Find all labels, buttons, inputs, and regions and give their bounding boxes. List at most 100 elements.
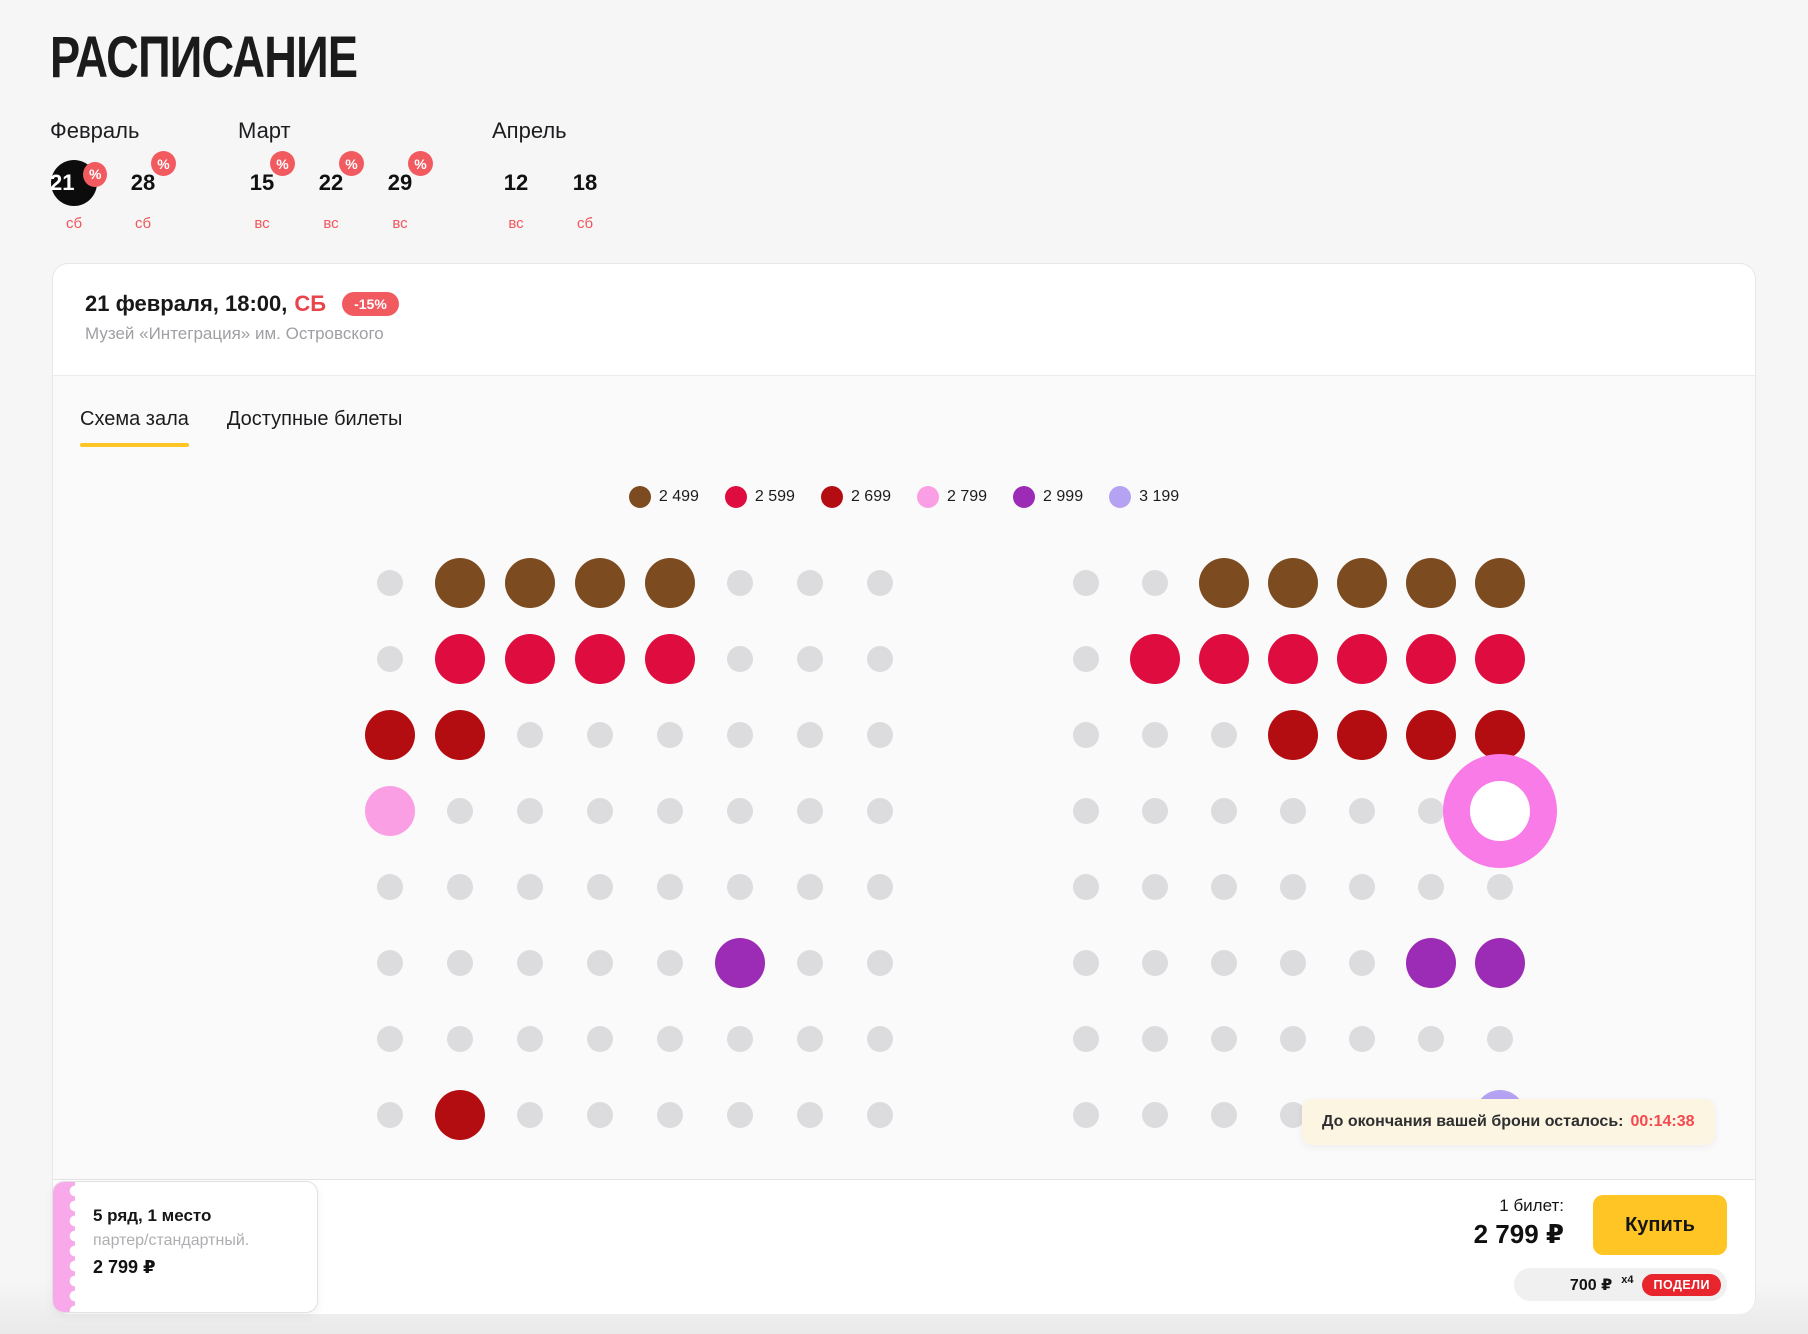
- dates-row: 15% вс 22% вс 29% вс: [238, 151, 433, 232]
- seat-available[interactable]: [365, 786, 415, 836]
- date-number: 29%: [376, 151, 433, 206]
- seat-available[interactable]: [1267, 710, 1318, 760]
- date-item-15[interactable]: 15% вс: [238, 151, 295, 232]
- countdown-label: До окончания вашей брони осталось:: [1322, 1113, 1624, 1130]
- date-item-28[interactable]: 28% сб: [119, 151, 176, 232]
- seat-available[interactable]: [1405, 710, 1456, 760]
- buy-button[interactable]: Купить: [1593, 1195, 1727, 1255]
- seat-unavailable: [727, 1026, 753, 1052]
- seat-unavailable: [867, 722, 893, 748]
- seat-available[interactable]: [435, 1090, 485, 1140]
- seat-unavailable: [587, 1026, 613, 1052]
- seat-cell: [1189, 621, 1258, 697]
- seat-cell: [1327, 925, 1396, 1001]
- seat-unavailable: [657, 798, 683, 824]
- month-label: Март: [238, 118, 291, 143]
- seat-unavailable: [517, 722, 543, 748]
- legend-color-dot: [1109, 486, 1132, 508]
- tab-0[interactable]: Схема зала: [80, 402, 189, 447]
- seat-cell: [845, 925, 915, 1001]
- seat-available[interactable]: [365, 710, 415, 760]
- seat-available[interactable]: [435, 634, 485, 684]
- tab-1[interactable]: Доступные билеты: [227, 402, 403, 447]
- seat-available[interactable]: [645, 634, 695, 684]
- seat-cell: [1396, 849, 1465, 925]
- seat-cell: [1120, 545, 1189, 621]
- seat-cell: [355, 1077, 425, 1153]
- seat-available[interactable]: [1474, 710, 1525, 760]
- page-title: РАСПИСАНИЕ: [50, 25, 358, 90]
- event-venue: Музей «Интеграция» им. Островского: [85, 324, 384, 343]
- seat-cell: [355, 621, 425, 697]
- seat-available[interactable]: [435, 710, 485, 760]
- seat-available[interactable]: [1336, 710, 1387, 760]
- seat-available[interactable]: [435, 558, 485, 608]
- seat-unavailable: [1348, 874, 1375, 900]
- seat-unavailable: [587, 950, 613, 976]
- seat-cell: [1189, 1001, 1258, 1077]
- legend-item: 2 499: [628, 486, 699, 508]
- seat-available[interactable]: [1474, 634, 1525, 684]
- date-item-22[interactable]: 22% вс: [307, 151, 364, 232]
- seat-available[interactable]: [1198, 634, 1249, 684]
- seat-available[interactable]: [645, 558, 695, 608]
- month-label: Апрель: [492, 118, 567, 143]
- seat-available[interactable]: [1267, 634, 1318, 684]
- seat-cell: [1258, 1077, 1327, 1153]
- date-item-18[interactable]: 18 сб: [561, 160, 609, 232]
- discount-percent-badge: %: [408, 151, 433, 176]
- seat-cell: [1258, 773, 1327, 849]
- seat-unavailable: [1348, 950, 1375, 976]
- seat-unavailable: [517, 950, 543, 976]
- seat-available[interactable]: [1405, 938, 1456, 988]
- seat-unavailable: [657, 874, 683, 900]
- seat-cell: [495, 621, 565, 697]
- seat-unavailable: [1141, 950, 1168, 976]
- seat-available[interactable]: [715, 938, 765, 988]
- event-datetime-line: 21 февраля, 18:00, СБ -15%: [85, 291, 1723, 317]
- seat-cell: [1258, 621, 1327, 697]
- date-item-29[interactable]: 29% вс: [376, 151, 433, 232]
- seat-available[interactable]: [1267, 558, 1318, 608]
- seat-cell: [1120, 849, 1189, 925]
- seat-available[interactable]: [1129, 634, 1180, 684]
- seat-cell: [775, 925, 845, 1001]
- seat-available[interactable]: [1405, 634, 1456, 684]
- discount-percent-badge: %: [83, 161, 107, 187]
- seat-cell: [1051, 1077, 1120, 1153]
- date-number: 28%: [119, 151, 176, 206]
- date-dow-label: сб: [134, 215, 152, 232]
- seat-cell: [565, 545, 635, 621]
- date-dow-label: вс: [392, 215, 408, 232]
- seat-available[interactable]: [1336, 634, 1387, 684]
- seat-cell: [1327, 621, 1396, 697]
- seat-available[interactable]: [575, 558, 625, 608]
- event-datetime: 21 февраля, 18:00,: [85, 291, 288, 316]
- seat-available[interactable]: [1405, 558, 1456, 608]
- date-number: 15%: [238, 151, 295, 206]
- seat-available[interactable]: [505, 558, 555, 608]
- seat-cell: [1120, 621, 1189, 697]
- date-item-12[interactable]: 12 вс: [492, 160, 540, 232]
- seat-cell: [425, 1077, 495, 1153]
- seat-cell: [565, 1001, 635, 1077]
- seat-cell: [1327, 849, 1396, 925]
- seat-available[interactable]: [1336, 558, 1387, 608]
- seat-cell: [425, 697, 495, 773]
- seat-selected[interactable]: [1442, 754, 1557, 868]
- seat-cell: [1051, 697, 1120, 773]
- seat-unavailable: [657, 722, 683, 748]
- seat-unavailable: [1072, 950, 1099, 976]
- installment-pill[interactable]: 700 ₽ х4 ПОДЕЛИ: [1513, 1268, 1727, 1301]
- seat-available[interactable]: [1474, 938, 1525, 988]
- seat-available[interactable]: [505, 634, 555, 684]
- seat-unavailable: [1072, 1026, 1099, 1052]
- legend-color-dot: [628, 486, 651, 508]
- seat-cell: [1120, 925, 1189, 1001]
- seat-available[interactable]: [1198, 558, 1249, 608]
- seat-cell: [495, 1077, 565, 1153]
- seat-available[interactable]: [575, 634, 625, 684]
- date-item-21[interactable]: 21% сб: [50, 160, 107, 232]
- seat-cell: [1120, 697, 1189, 773]
- seat-available[interactable]: [1474, 558, 1525, 608]
